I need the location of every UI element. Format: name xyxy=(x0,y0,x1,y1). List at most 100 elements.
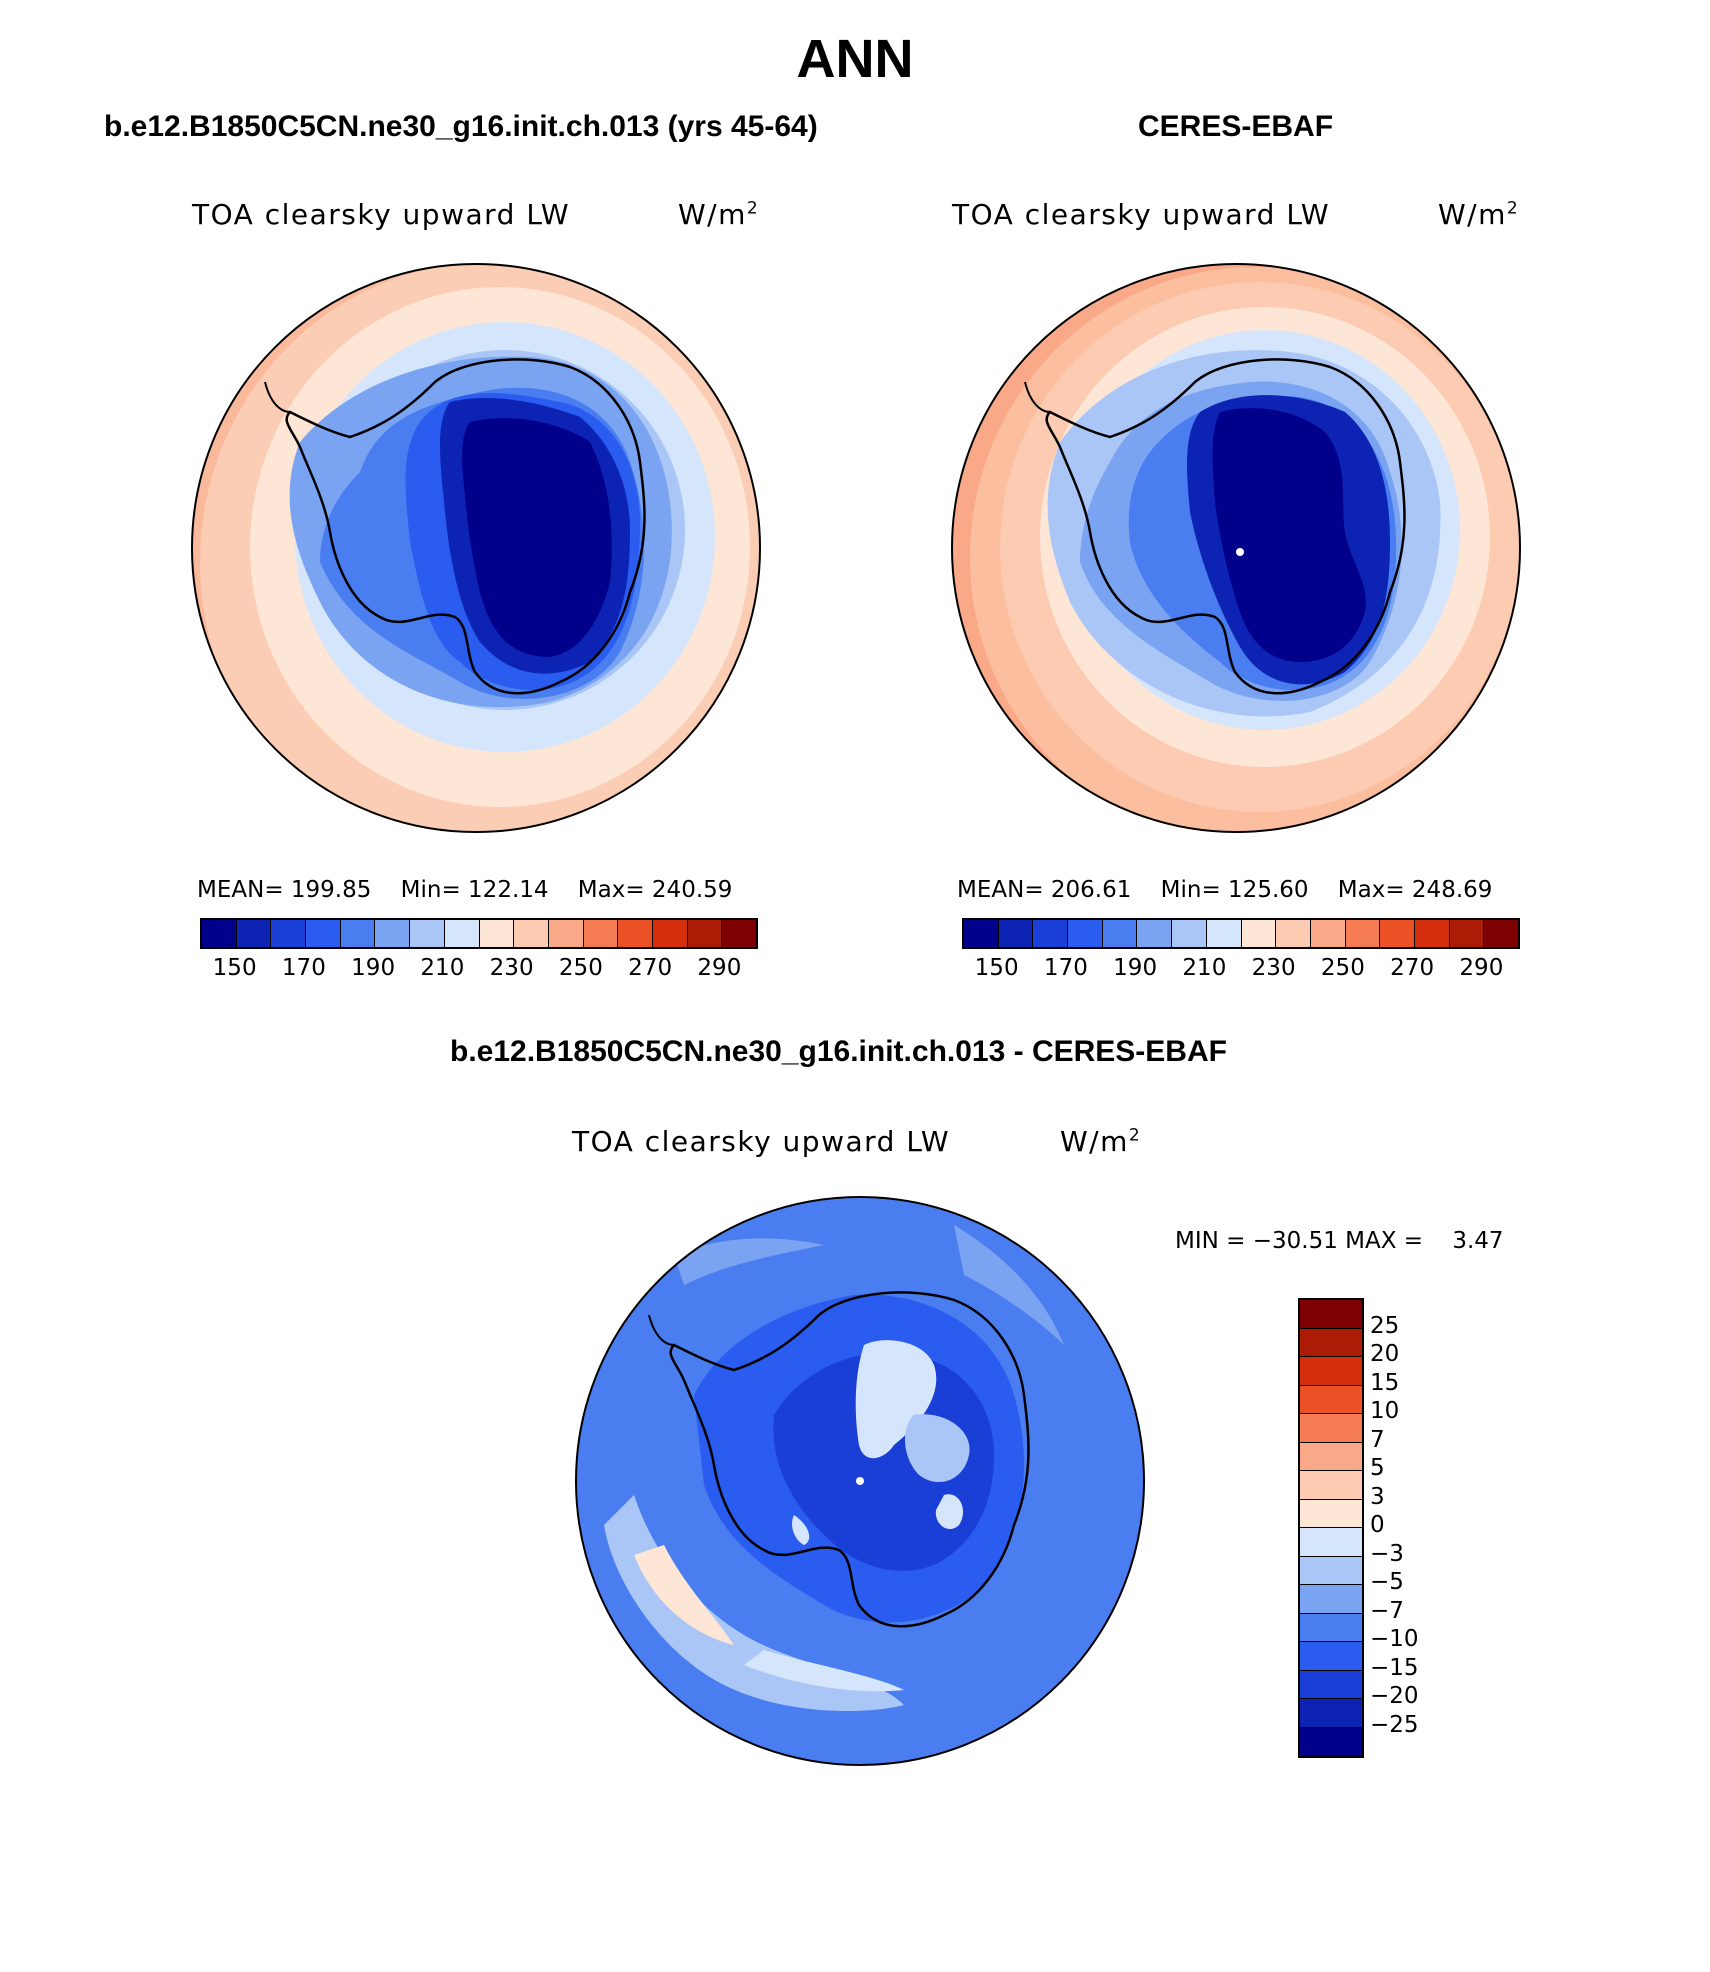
diff-panel-min-max: MIN = −30.51 MAX = 3.47 xyxy=(1175,1228,1504,1254)
panel-1-units: W/m2 xyxy=(678,198,760,231)
diff-colorbar-tick-label: −20 xyxy=(1370,1683,1419,1709)
diff-colorbar-swatch xyxy=(1300,1328,1362,1357)
diff-panel-polar-map xyxy=(575,1196,1145,1766)
panel-1-colorbar-swatch xyxy=(375,920,411,947)
panel-2-colorbar-swatch xyxy=(1276,920,1311,947)
panel-1-colorbar-tick-label: 250 xyxy=(558,955,603,981)
diff-colorbar-swatch xyxy=(1300,1613,1362,1642)
panel-2-colorbar-swatch xyxy=(1484,920,1518,947)
panel-2-colorbar xyxy=(962,918,1520,949)
diff-colorbar-swatch xyxy=(1300,1385,1362,1414)
panel-1-colorbar-tick-label: 170 xyxy=(281,955,326,981)
diff-colorbar-tick-label: 20 xyxy=(1370,1341,1400,1367)
diff-colorbar-swatch xyxy=(1300,1670,1362,1699)
diff-colorbar-swatch xyxy=(1300,1727,1362,1756)
diff-colorbar-tick-label: 5 xyxy=(1370,1455,1385,1481)
diff-colorbar-tick-label: 10 xyxy=(1370,1398,1400,1424)
diff-panel-field-label: TOA clearsky upward LW xyxy=(572,1125,951,1158)
panel-2-units: W/m2 xyxy=(1438,198,1520,231)
diff-colorbar-swatch xyxy=(1300,1585,1362,1614)
panel-2-colorbar-tick-label: 270 xyxy=(1390,955,1435,981)
panel-1-colorbar-tick-label: 210 xyxy=(420,955,465,981)
panel-1-colorbar-swatch xyxy=(722,920,756,947)
panel-1-colorbar-ticks: 150 170 190 210 230 250 270 290 xyxy=(200,955,754,985)
panel-2-colorbar-ticks: 150 170 190 210 230 250 270 290 xyxy=(962,955,1516,985)
panel-2-colorbar-tick-label: 150 xyxy=(974,955,1019,981)
diff-colorbar-tick-label: 25 xyxy=(1370,1312,1400,1339)
panel-1-colorbar-swatch xyxy=(306,920,341,947)
panel-1-colorbar-swatch xyxy=(548,920,584,947)
panel-2-colorbar-swatch xyxy=(1241,920,1277,947)
panel-2-colorbar-tick-label: 170 xyxy=(1043,955,1088,981)
panel-1-colorbar-swatch xyxy=(410,920,445,947)
diff-panel-colorbar-ticks: 25 20 15 10 7 5 3 0 −3 −5 −7 −10 −15 −20 −25 xyxy=(1370,1298,1450,1758)
panel-1-colorbar-tick-label: 270 xyxy=(628,955,673,981)
panel-1-polar-map xyxy=(191,263,761,833)
diff-colorbar-tick-label: −25 xyxy=(1370,1711,1419,1738)
panel-1-stats: MEAN= 199.85 Min= 122.14 Max= 240.59 xyxy=(197,877,733,903)
diff-panel-title: b.e12.B1850C5CN.ne30_g16.init.ch.013 - C… xyxy=(450,1035,1227,1068)
diff-colorbar-tick-label: 15 xyxy=(1370,1369,1400,1396)
diff-colorbar-swatch xyxy=(1300,1699,1362,1728)
panel-2-colorbar-tick-label: 250 xyxy=(1320,955,1365,981)
panel-1-colorbar-tick-label: 150 xyxy=(212,955,257,981)
panel-1-colorbar-swatch xyxy=(514,920,549,947)
panel-1-field-label: TOA clearsky upward LW xyxy=(192,198,571,231)
panel-2-colorbar-tick-label: 210 xyxy=(1182,955,1227,981)
diff-colorbar-tick-label: 0 xyxy=(1370,1512,1385,1538)
panel-2-colorbar-swatch xyxy=(1449,920,1485,947)
panel-1-colorbar-swatch xyxy=(618,920,653,947)
panel-2-colorbar-swatch xyxy=(1380,920,1415,947)
diff-colorbar-swatch xyxy=(1300,1528,1362,1557)
panel-2-colorbar-swatch xyxy=(1033,920,1069,947)
panel-1-colorbar-tick-label: 190 xyxy=(351,955,396,981)
panel-1-colorbar-swatch xyxy=(652,920,688,947)
panel-1-colorbar-swatch xyxy=(202,920,237,947)
panel-2-colorbar-swatch xyxy=(964,920,999,947)
diff-colorbar-tick-label: −3 xyxy=(1370,1540,1404,1567)
diff-colorbar-swatch xyxy=(1300,1499,1362,1528)
panel-2-field-label: TOA clearsky upward LW xyxy=(952,198,1331,231)
panel-2-polar-map xyxy=(951,263,1521,833)
panel-2-colorbar-swatch xyxy=(1310,920,1346,947)
panel-1-colorbar-swatch xyxy=(444,920,480,947)
panel-2-colorbar-swatch xyxy=(1102,920,1138,947)
panel-1-colorbar-tick-label: 230 xyxy=(489,955,534,981)
diff-colorbar-swatch xyxy=(1300,1471,1362,1500)
diff-panel-units: W/m2 xyxy=(1060,1125,1142,1158)
diff-colorbar-tick-label: 3 xyxy=(1370,1483,1385,1510)
panel-1-colorbar-tick-label: 290 xyxy=(697,955,742,981)
diff-colorbar-swatch xyxy=(1300,1414,1362,1443)
diff-colorbar-tick-label: −5 xyxy=(1370,1569,1404,1595)
panel-2-colorbar-swatch xyxy=(1414,920,1450,947)
panel-1-colorbar-swatch xyxy=(340,920,376,947)
panel-2-colorbar-tick-label: 230 xyxy=(1251,955,1296,981)
panel-2-colorbar-swatch xyxy=(1068,920,1103,947)
panel-1-colorbar-swatch xyxy=(271,920,307,947)
panel-1-title: b.e12.B1850C5CN.ne30_g16.init.ch.013 (yr… xyxy=(104,110,818,143)
panel-2-colorbar-swatch xyxy=(1345,920,1381,947)
diff-colorbar-tick-label: 7 xyxy=(1370,1426,1385,1453)
panel-2-colorbar-swatch xyxy=(1172,920,1207,947)
panel-2-colorbar-swatch xyxy=(998,920,1034,947)
panel-1-colorbar-swatch xyxy=(236,920,272,947)
diff-colorbar-tick-label: −15 xyxy=(1370,1654,1419,1681)
panel-1-colorbar-swatch xyxy=(687,920,723,947)
panel-2-title: CERES-EBAF xyxy=(1138,110,1334,143)
panel-1-colorbar-swatch xyxy=(583,920,619,947)
diff-colorbar-swatch xyxy=(1300,1300,1362,1329)
panel-2-stats: MEAN= 206.61 Min= 125.60 Max= 248.69 xyxy=(957,877,1493,903)
panel-1-colorbar xyxy=(200,918,758,949)
panel-2-colorbar-tick-label: 190 xyxy=(1113,955,1158,981)
panel-2-colorbar-swatch xyxy=(1137,920,1173,947)
diff-colorbar-tick-label: −7 xyxy=(1370,1597,1404,1624)
panel-1-colorbar-swatch xyxy=(479,920,515,947)
panel-2-colorbar-swatch xyxy=(1206,920,1242,947)
diff-colorbar-swatch xyxy=(1300,1642,1362,1671)
figure-title: ANN xyxy=(796,29,914,89)
diff-colorbar-swatch xyxy=(1300,1442,1362,1471)
diff-colorbar-swatch xyxy=(1300,1357,1362,1386)
diff-colorbar-tick-label: −10 xyxy=(1370,1626,1419,1652)
panel-2-colorbar-tick-label: 290 xyxy=(1459,955,1504,981)
diff-panel-colorbar xyxy=(1298,1298,1364,1758)
